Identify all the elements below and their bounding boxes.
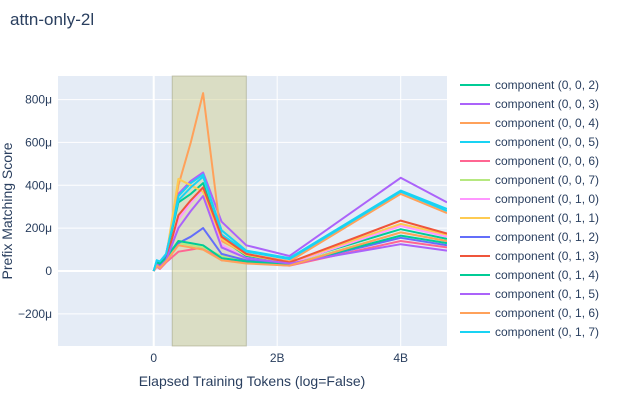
y-tick-label: 800μ [25,93,52,107]
legend-item[interactable]: component (0, 1, 2) [460,230,599,244]
legend-label: component (0, 0, 3) [495,97,599,111]
legend-item[interactable]: component (0, 1, 5) [460,287,599,301]
legend-item[interactable]: component (0, 0, 2) [460,78,599,92]
legend-label: component (0, 1, 7) [495,325,599,339]
legend-item[interactable]: component (0, 1, 0) [460,192,599,206]
y-ticks: −200μ 0 200μ 400μ 600μ 800μ [18,93,52,321]
y-tick-label: −200μ [18,307,52,321]
grid [58,76,447,346]
legend-label: component (0, 1, 4) [495,268,599,282]
legend-label: component (0, 1, 0) [495,192,599,206]
legend-label: component (0, 0, 2) [495,78,599,92]
legend-label: component (0, 1, 6) [495,306,599,320]
series-lines [152,92,447,272]
legend-label: component (0, 1, 2) [495,230,599,244]
legend-item[interactable]: component (0, 0, 3) [460,97,599,111]
x-tick-label: 4B [393,351,408,365]
legend-item[interactable]: component (0, 1, 3) [460,249,599,263]
x-tick-label: 0 [150,351,157,365]
y-tick-label: 400μ [25,178,52,192]
legend-label: component (0, 1, 5) [495,287,599,301]
y-axis-label: Prefix Matching Score [0,142,15,279]
y-tick-label: 200μ [25,221,52,235]
series-line-12 [152,231,447,272]
legend-item[interactable]: component (0, 1, 4) [460,268,599,282]
legend: component (0, 0, 2) component (0, 0, 3) co… [460,78,599,339]
legend-item[interactable]: component (0, 1, 6) [460,306,599,320]
chart-title: attn-only-2l [10,10,94,29]
plot-area [58,76,447,346]
legend-item[interactable]: component (0, 1, 7) [460,325,599,339]
legend-item[interactable]: component (0, 0, 7) [460,173,599,187]
legend-label: component (0, 1, 1) [495,211,599,225]
legend-label: component (0, 0, 7) [495,173,599,187]
x-ticks: 0 2B 4B [150,351,408,365]
legend-label: component (0, 1, 3) [495,249,599,263]
legend-item[interactable]: component (0, 0, 5) [460,135,599,149]
y-tick-label: 0 [45,264,52,278]
x-axis-label: Elapsed Training Tokens (log=False) [139,373,366,389]
x-tick-label: 2B [270,351,285,365]
legend-label: component (0, 0, 4) [495,116,599,130]
legend-label: component (0, 0, 6) [495,154,599,168]
legend-item[interactable]: component (0, 0, 4) [460,116,599,130]
legend-item[interactable]: component (0, 1, 1) [460,211,599,225]
y-tick-label: 600μ [25,135,52,149]
legend-label: component (0, 0, 5) [495,135,599,149]
series-line-13 [152,175,447,272]
legend-item[interactable]: component (0, 0, 6) [460,154,599,168]
